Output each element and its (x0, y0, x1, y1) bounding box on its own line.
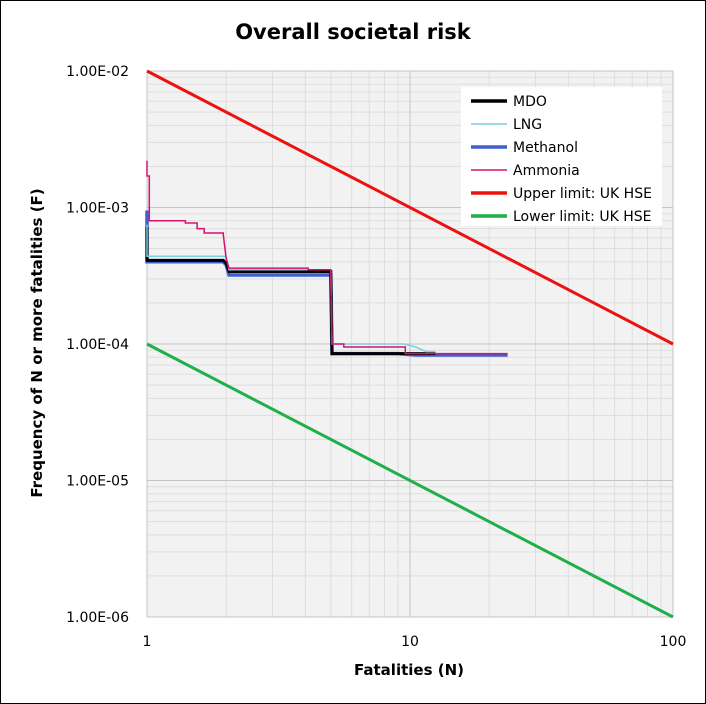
x-axis-title: Fatalities (N) (354, 661, 464, 679)
series-line-ammonia (146, 160, 508, 355)
y-tick-labels: 1.00E-02 1.00E-03 1.00E-04 1.00E-05 1.00E-06 (66, 64, 129, 626)
x-tick-labels: 1 10 100 (143, 634, 687, 650)
legend-label-upper-limit-uk-hse: Upper limit: UK HSE (513, 186, 652, 202)
series-line-lower-limit-uk-hse (146, 342, 674, 619)
x-tick-label: 1 (143, 634, 152, 650)
y-axis-title: Frequency of N or more fatalities (F) (28, 188, 46, 497)
legend-label-ammonia: Ammonia (513, 163, 580, 179)
y-tick-label: 1.00E-02 (66, 64, 129, 80)
legend-box (461, 87, 662, 226)
legend-label-lower-limit-uk-hse: Lower limit: UK HSE (513, 209, 652, 225)
legend: MDO LNG Methanol Ammonia Upper limit: UK HSE… (461, 87, 662, 226)
y-tick-label: 1.00E-05 (66, 474, 129, 490)
series-line-mdo (145, 227, 436, 356)
y-tick-label: 1.00E-04 (66, 337, 129, 353)
y-tick-label: 1.00E-03 (66, 201, 129, 217)
series-layer (145, 69, 674, 619)
x-tick-label: 10 (401, 634, 419, 650)
y-tick-label: 1.00E-06 (66, 610, 129, 626)
legend-label-lng: LNG (513, 117, 542, 133)
chart-title: Overall societal risk (235, 20, 472, 44)
x-tick-label: 100 (660, 634, 687, 650)
legend-label-mdo: MDO (513, 94, 547, 110)
series-line-upper-limit-uk-hse (146, 69, 674, 346)
legend-label-methanol: Methanol (513, 140, 578, 156)
